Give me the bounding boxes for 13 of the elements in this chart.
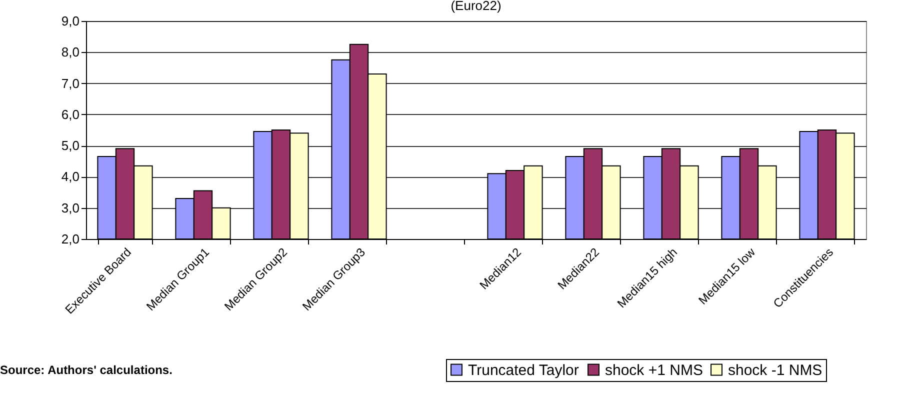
y-tick-label: 9,0 xyxy=(61,14,80,28)
legend-label: Truncated Taylor xyxy=(468,362,579,379)
source-note: Source: Authors' calculations. xyxy=(0,363,172,377)
legend-label: shock +1 NMS xyxy=(605,362,703,379)
y-tick-label: 7,0 xyxy=(61,76,80,91)
y-tick-label: 2,0 xyxy=(61,232,80,246)
y-tick-label: 6,0 xyxy=(61,106,80,122)
y-tick-label: 8,0 xyxy=(61,44,80,60)
y-tick-label: 3,0 xyxy=(61,200,80,216)
chart-title: (Euro22) xyxy=(450,0,502,13)
y-tick-label: 5,0 xyxy=(61,138,80,154)
y-tick-label: 4,0 xyxy=(61,169,80,184)
legend-label: shock -1 NMS xyxy=(728,362,822,379)
